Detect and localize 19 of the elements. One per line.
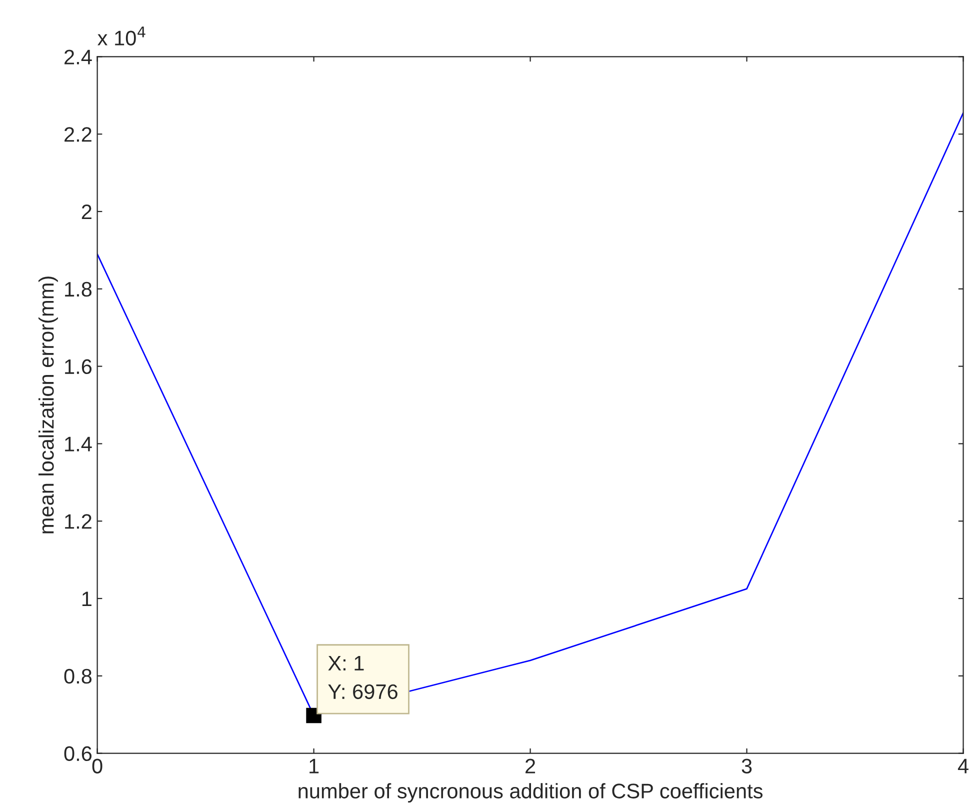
y-tick-label: 1.4	[65, 436, 92, 452]
y-tick-label: 1.8	[65, 282, 92, 297]
y-tick-label: 1.2	[65, 514, 92, 529]
x-tick-label: 1	[310, 758, 319, 774]
x-tick-label: 3	[742, 758, 752, 774]
y-axis-title: mean localization error(mm)	[38, 276, 58, 534]
y-tick-label: 1	[82, 592, 92, 606]
annotation: X: 1 Y: 6976	[328, 656, 398, 700]
x-tick-label: 0	[92, 758, 102, 774]
y-tick-label: 1.6	[65, 359, 92, 374]
x-axis-title: number of syncronous addition of CSP coefficients	[298, 783, 763, 803]
y-tick-label: 2.4	[64, 50, 92, 64]
x-tick-label: 4	[958, 758, 968, 774]
y-tick-label: 0.8	[64, 668, 92, 684]
y-tick-label: 2.2	[64, 127, 92, 142]
x-tick-label: 2	[526, 758, 536, 774]
text: x 10$^{4}$	[98, 26, 146, 46]
y-tick-label: 2	[82, 204, 92, 220]
y-tick-label: 0.6	[64, 746, 92, 762]
